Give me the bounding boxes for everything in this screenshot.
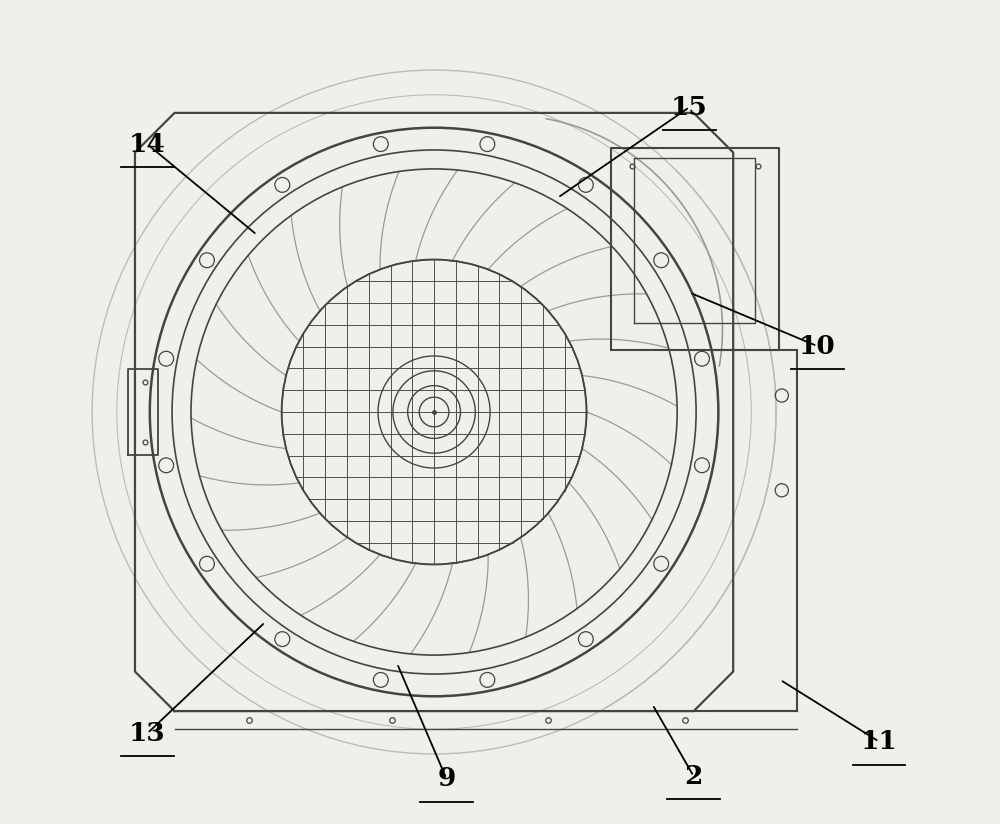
Text: 13: 13 xyxy=(129,721,166,746)
Text: 2: 2 xyxy=(684,764,703,789)
Text: 9: 9 xyxy=(437,766,456,791)
Text: 14: 14 xyxy=(129,132,166,157)
Text: 15: 15 xyxy=(671,95,708,119)
Text: 10: 10 xyxy=(799,334,836,358)
Text: 11: 11 xyxy=(861,729,897,754)
